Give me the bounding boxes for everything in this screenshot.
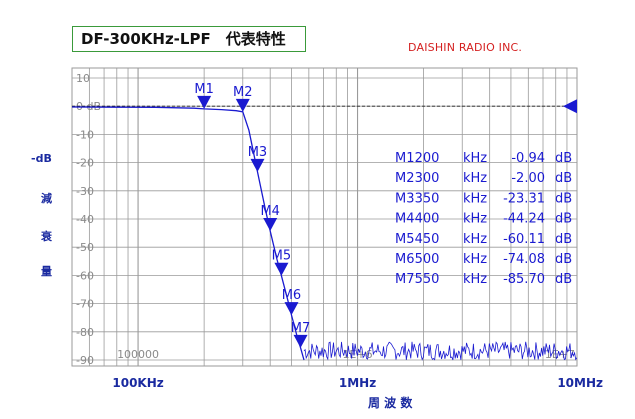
y-tick-label: -60 bbox=[76, 269, 94, 282]
y-tick-label: -40 bbox=[76, 213, 94, 226]
marker-table-db-unit: dB bbox=[555, 212, 572, 227]
plot-frame bbox=[71, 67, 578, 367]
marker-table-label: M7 bbox=[395, 272, 415, 287]
y-tick-label: -30 bbox=[76, 185, 94, 198]
marker-label: M1 bbox=[194, 82, 214, 97]
marker-label: M3 bbox=[248, 145, 268, 160]
marker-table-freq: 200 bbox=[415, 151, 440, 166]
y-unit-label: -dB bbox=[31, 152, 52, 165]
marker-table-value: -60.11 bbox=[503, 232, 545, 247]
marker-table-db-unit: dB bbox=[555, 151, 572, 166]
y-tick-label: -20 bbox=[76, 157, 94, 170]
brand-label: DAISHIN RADIO INC. bbox=[408, 41, 523, 54]
marker-table-freq: 400 bbox=[415, 212, 440, 227]
marker-table-freq: 300 bbox=[415, 171, 440, 186]
marker-triangle bbox=[263, 217, 278, 231]
marker-table-unit: kHz bbox=[463, 272, 487, 287]
y-axis-char-2: 衰 bbox=[41, 230, 52, 243]
x-axis-label: 100KHz bbox=[112, 376, 163, 390]
marker-table-db-unit: dB bbox=[555, 191, 572, 206]
marker-layer: M1 M2 M3 M4 M5 M6 M7 bbox=[194, 82, 310, 348]
marker-table-label: M3 bbox=[395, 191, 415, 206]
marker-table-value: -0.94 bbox=[511, 151, 545, 166]
y-tick-label: -50 bbox=[76, 241, 94, 254]
marker-triangle bbox=[293, 334, 308, 348]
marker-triangle bbox=[197, 95, 212, 109]
marker-triangle bbox=[284, 302, 299, 316]
marker-table-label: M1 bbox=[395, 151, 415, 166]
marker-table-value: -85.70 bbox=[503, 272, 545, 287]
marker-table-value: -23.31 bbox=[503, 191, 545, 206]
marker-table-label: M5 bbox=[395, 232, 415, 247]
marker-table-db-unit: dB bbox=[555, 252, 572, 267]
y-tick-label: -10 bbox=[76, 128, 94, 141]
marker-table-unit: kHz bbox=[463, 252, 487, 267]
tick-label-layer: 100 dB-10-20-30-40-50-60-70-80-90 100000 1… bbox=[76, 72, 603, 390]
marker-table-unit: kHz bbox=[463, 232, 487, 247]
marker-table-value: -2.00 bbox=[511, 171, 545, 186]
x-inner-label: 100000 bbox=[117, 348, 159, 361]
marker-table-freq: 550 bbox=[415, 272, 440, 287]
y-tick-label: -70 bbox=[76, 298, 94, 311]
marker-table-value: -74.08 bbox=[503, 252, 545, 267]
marker-label: M7 bbox=[291, 321, 311, 336]
y-tick-label: -90 bbox=[76, 354, 94, 367]
noise-floor bbox=[303, 341, 578, 361]
marker-label: M2 bbox=[233, 85, 253, 100]
trace-layer bbox=[71, 99, 578, 361]
marker-table-freq: 500 bbox=[415, 252, 440, 267]
marker-label: M5 bbox=[272, 249, 292, 264]
marker-triangle bbox=[250, 158, 265, 172]
marker-label: M4 bbox=[260, 204, 280, 219]
y-tick-label: 10 bbox=[76, 72, 90, 85]
chart-title: DF-300KHz-LPF 代表特性 bbox=[72, 26, 306, 52]
marker-table-freq: 450 bbox=[415, 232, 440, 247]
marker-table-unit: kHz bbox=[463, 171, 487, 186]
marker-table-db-unit: dB bbox=[555, 232, 572, 247]
marker-table-label: M4 bbox=[395, 212, 415, 227]
reference-arrow bbox=[563, 99, 577, 114]
marker-table-unit: kHz bbox=[463, 151, 487, 166]
marker-table-unit: kHz bbox=[463, 212, 487, 227]
y-axis-char-1: 減 bbox=[41, 192, 52, 205]
x-axis-label: 1MHz bbox=[339, 376, 376, 390]
marker-triangle bbox=[274, 262, 289, 276]
marker-triangle bbox=[235, 98, 250, 112]
marker-table-label: M6 bbox=[395, 252, 415, 267]
marker-table: M1 200 kHz -0.94 dB M2 300 kHz -2.00 dB M3 350 kHz -2… bbox=[395, 151, 572, 287]
y-axis-char-3: 量 bbox=[41, 265, 52, 278]
marker-table-db-unit: dB bbox=[555, 171, 572, 186]
grid-layer bbox=[71, 67, 578, 367]
y-tick-label: -80 bbox=[76, 326, 94, 339]
attenuation-trace bbox=[71, 106, 305, 361]
marker-table-label: M2 bbox=[395, 171, 415, 186]
marker-table-value: -44.24 bbox=[503, 212, 545, 227]
marker-table-db-unit: dB bbox=[555, 272, 572, 287]
marker-label: M6 bbox=[282, 288, 302, 303]
x-axis-label: 10MHz bbox=[557, 376, 603, 390]
marker-table-freq: 350 bbox=[415, 191, 440, 206]
marker-table-unit: kHz bbox=[463, 191, 487, 206]
x-axis-title: 周 波 数 bbox=[368, 396, 413, 410]
